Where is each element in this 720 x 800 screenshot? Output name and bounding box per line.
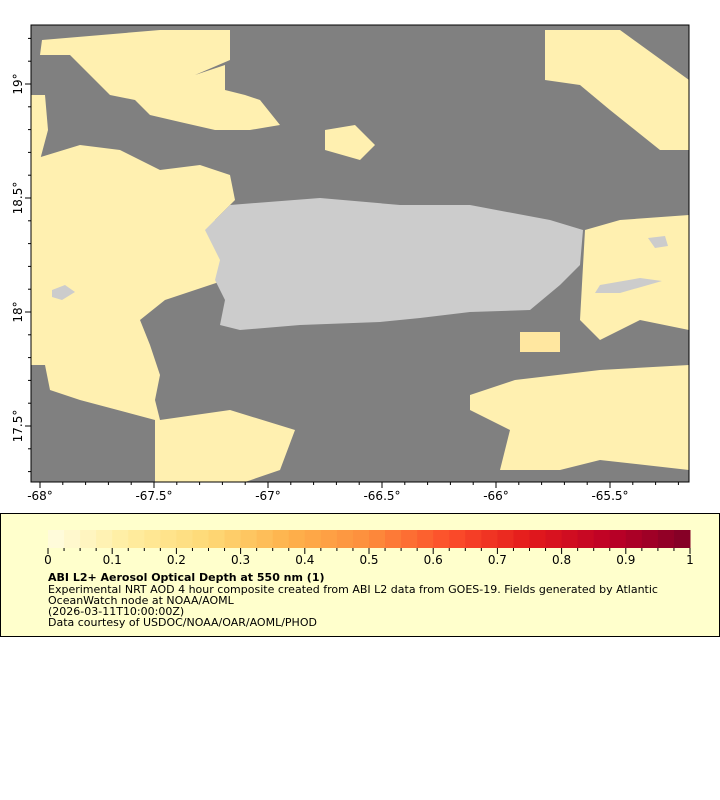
lat-tick-label: 18°	[11, 301, 25, 322]
colorbar-step	[128, 530, 145, 548]
colorbar-step	[561, 530, 579, 548]
colorbar-tick-label: 0.8	[552, 553, 571, 567]
lat-tick-label: 17.5°	[11, 410, 25, 443]
aod-region-west-edge	[31, 95, 48, 160]
colorbar-tick-label: 0.4	[295, 553, 314, 567]
legend-description: Experimental NRT AOD 4 hour composite cr…	[48, 583, 658, 596]
colorbar-tick-label: 0.3	[231, 553, 250, 567]
colorbar-step	[465, 530, 482, 548]
colorbar-step	[112, 530, 129, 548]
aod-map: -68° -67.5° -67° -66.5° -66° -65.5° 19° 18.5° 18…	[11, 24, 690, 503]
lon-tick-label: -65.5°	[591, 489, 628, 503]
colorbar-step	[529, 530, 547, 548]
lon-tick-label: -68°	[27, 489, 53, 503]
legend-credit: Data courtesy of USDOC/NOAA/OAR/AOML/PHO…	[48, 616, 317, 629]
legend-title: ABI L2+ Aerosol Optical Depth at 550 nm …	[48, 571, 325, 584]
colorbar-tick-label: 0.7	[488, 553, 507, 567]
colorbar-step	[401, 530, 418, 548]
aod-regions	[31, 30, 689, 482]
vieques-land	[595, 278, 662, 293]
colorbar-step	[176, 530, 193, 548]
aod-region-northeast	[545, 30, 689, 150]
colorbar-tick-label: 0.9	[616, 553, 635, 567]
colorbar-step	[192, 530, 209, 548]
colorbar-step	[352, 530, 370, 548]
colorbar-tick-label: 1	[686, 553, 694, 567]
mona-island-land	[52, 285, 75, 300]
puerto-rico-land	[205, 198, 583, 330]
colorbar-step	[256, 530, 274, 548]
colorbar-step	[80, 530, 97, 548]
colorbar-step	[545, 530, 563, 548]
colorbar-step	[449, 530, 466, 548]
lon-tick-label: -67.5°	[135, 489, 172, 503]
legend-time: (2026-03-11T10:00:00Z)	[48, 605, 185, 618]
legend-description-cont: OceanWatch node at NOAA/AOML	[48, 594, 234, 607]
colorbar-step	[657, 530, 675, 548]
colorbar-step	[320, 530, 338, 548]
colorbar-step	[240, 530, 258, 548]
lon-tick-label: -66°	[483, 489, 509, 503]
colorbar-step	[433, 530, 450, 548]
colorbar-step	[673, 530, 691, 548]
colorbar: 0 0.1 0.2 0.3 0.4 0.5 0.6 0.7 0.8 0.9 1	[44, 530, 694, 567]
colorbar-tick-label: 0.1	[103, 553, 122, 567]
colorbar-step	[641, 530, 659, 548]
lon-tick-label: -66.5°	[363, 489, 400, 503]
land	[52, 198, 668, 330]
lat-tick-label: 18.5°	[11, 182, 25, 215]
colorbar-step	[224, 530, 242, 548]
aod-region-south-patch	[520, 332, 560, 352]
colorbar-step	[417, 530, 434, 548]
colorbar-tick-label: 0.5	[359, 553, 378, 567]
colorbar-step	[96, 530, 113, 548]
colorbar-step	[64, 530, 81, 548]
colorbar-step	[513, 530, 530, 548]
colorbar-step	[577, 530, 595, 548]
colorbar-step	[593, 530, 611, 548]
colorbar-step	[144, 530, 161, 548]
colorbar-step	[48, 530, 65, 548]
map-frame	[30, 24, 690, 483]
colorbar-step	[336, 530, 354, 548]
map-axes: -68° -67.5° -67° -66.5° -66° -65.5° 19° 18.5° 18…	[11, 37, 679, 503]
colorbar-tick-label: 0.2	[167, 553, 186, 567]
culebra-land	[648, 236, 668, 248]
colorbar-step	[160, 530, 177, 548]
colorbar-tick-label: 0	[44, 553, 52, 567]
colorbar-step	[208, 530, 226, 548]
aod-region-east	[580, 215, 689, 340]
aod-region-northwest	[40, 30, 280, 130]
colorbar-step	[369, 530, 386, 548]
colorbar-step	[288, 530, 306, 548]
legend-panel: 0 0.1 0.2 0.3 0.4 0.5 0.6 0.7 0.8 0.9 1 ABI L2+ Ae…	[0, 513, 720, 637]
colorbar-tick-label: 0.6	[424, 553, 443, 567]
colorbar-step	[304, 530, 322, 548]
colorbar-step	[497, 530, 514, 548]
colorbar-step	[385, 530, 402, 548]
aod-region-southeast	[470, 365, 689, 470]
lat-tick-label: 19°	[11, 73, 25, 94]
colorbar-step	[625, 530, 643, 548]
lon-tick-label: -67°	[255, 489, 281, 503]
aod-region-west	[31, 145, 295, 482]
colorbar-step	[609, 530, 627, 548]
colorbar-step	[272, 530, 290, 548]
aod-region-north-center	[325, 125, 375, 160]
colorbar-step	[481, 530, 498, 548]
